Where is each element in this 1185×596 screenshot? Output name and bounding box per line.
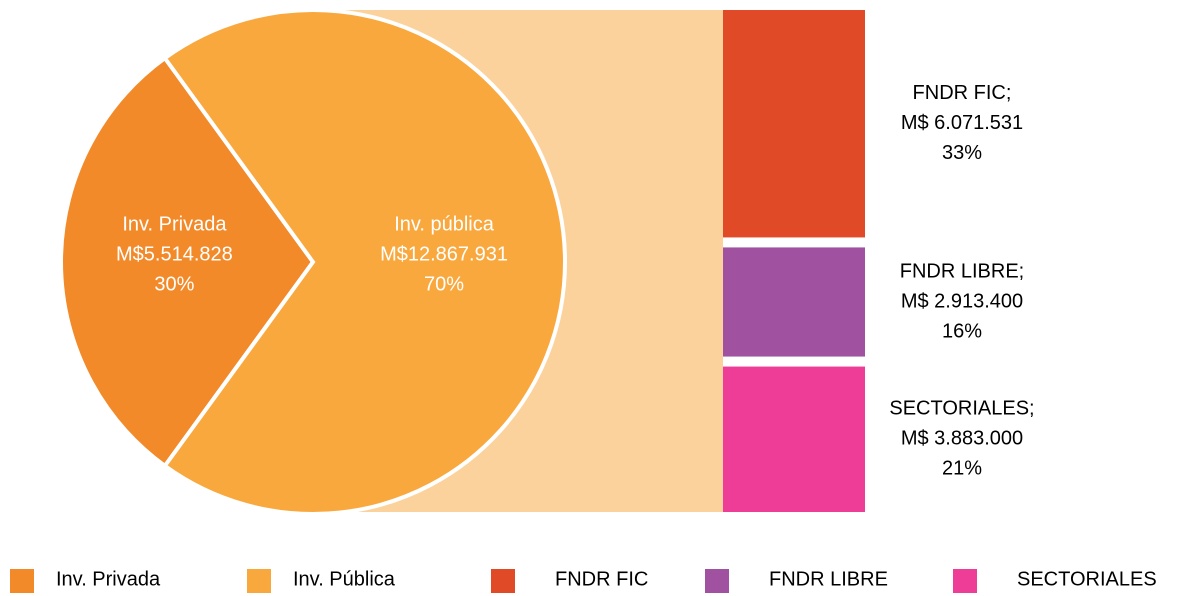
segment-value: M$ 2.913.400 [901,290,1023,312]
legend-label: FNDR LIBRE [769,568,888,590]
bar-segment [723,10,865,238]
segment-value: M$ 6.071.531 [901,112,1023,134]
segment-name: SECTORIALES; [889,398,1034,420]
slice-name: Inv. Privada [122,213,227,235]
segment-percent: 16% [942,320,982,342]
legend-label: Inv. Pública [293,568,396,590]
slice-name: Inv. pública [394,213,495,235]
slice-value: M$12.867.931 [380,243,508,265]
bar-segment [723,247,865,357]
legend-label: Inv. Privada [56,568,161,590]
legend-swatch [953,569,977,593]
slice-percent: 70% [424,273,464,295]
segment-name: FNDR FIC; [913,82,1012,104]
segment-percent: 33% [942,142,982,164]
legend-swatch [10,569,34,593]
segment-value: M$ 3.883.000 [901,428,1023,450]
legend-label: FNDR FIC [555,568,648,590]
pie-slice [59,55,316,469]
bar-segment [723,366,865,512]
segment-name: FNDR LIBRE; [900,260,1024,282]
legend-swatch [491,569,515,593]
legend-swatch [247,569,271,593]
legend-swatch [705,569,729,593]
segment-percent: 21% [942,458,982,480]
pie-slice [162,8,567,516]
slice-value: M$5.514.828 [116,243,233,265]
slice-percent: 30% [154,273,194,295]
legend-label: SECTORIALES [1017,568,1157,590]
